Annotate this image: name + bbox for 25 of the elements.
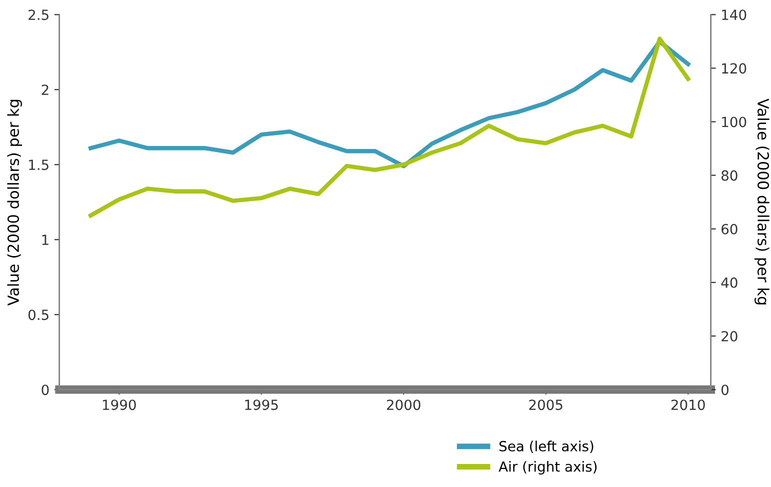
y2-tick-label: 0 (722, 384, 728, 396)
y2-tick-label: 20 (722, 331, 738, 342)
x-tick-label: 1990 (102, 400, 136, 410)
y2-tick-label: 60 (722, 224, 738, 234)
x-tick-label: 2010 (671, 400, 705, 410)
y-tick-label: 0 (42, 384, 49, 396)
y2-tick-label: 100 (722, 116, 746, 128)
x-tick-label: 2005 (529, 400, 562, 410)
y2-tick-label: 120 (722, 63, 746, 74)
x-tick-label: 2000 (386, 400, 420, 410)
legend-label: Air (right axis) (498, 461, 597, 474)
y-tick-label: 2.5 (28, 10, 48, 20)
y2-tick-label: 40 (721, 277, 738, 288)
y-tick-label: 1.5 (29, 160, 48, 170)
y2-tick-label: 140 (722, 10, 746, 20)
y-axis-title: Value (2000 dollars) per kg (7, 100, 22, 306)
line-series (88, 40, 690, 168)
legend-label: Sea (left axis) (499, 440, 594, 454)
y-tick-label: 0.5 (28, 310, 48, 320)
line-series (88, 36, 690, 218)
y2-tick-label: 80 (722, 170, 738, 181)
y-tick-label: 2 (42, 84, 48, 95)
y-tick-label: 1 (42, 234, 48, 245)
x-tick-label: 1995 (245, 400, 278, 410)
y2-axis-title: Value (2000 dollars) per kg (754, 98, 770, 304)
